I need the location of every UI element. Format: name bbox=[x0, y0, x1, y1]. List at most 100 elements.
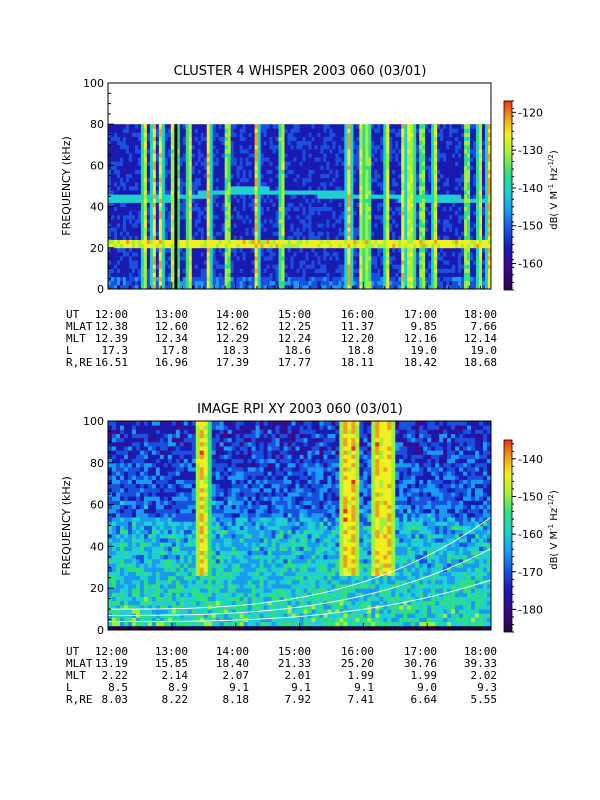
spectrogram-cell bbox=[269, 173, 273, 179]
spectrogram-cell bbox=[476, 260, 480, 265]
spectrogram-cell bbox=[278, 247, 282, 253]
spectrogram-cell bbox=[338, 284, 342, 290]
spectrogram-cell bbox=[317, 140, 321, 146]
spectrogram-cell bbox=[374, 165, 378, 170]
spectrogram-cell bbox=[191, 190, 196, 195]
spectrogram-cell bbox=[479, 280, 483, 286]
spectrogram-cell bbox=[380, 194, 384, 199]
spectrogram-cell bbox=[410, 153, 414, 158]
spectrogram-cell bbox=[299, 194, 303, 199]
spectrogram-cell bbox=[224, 153, 229, 158]
spectrogram-cell bbox=[272, 136, 276, 142]
spectrogram-cell bbox=[137, 202, 142, 207]
spectrogram-cell bbox=[239, 132, 244, 137]
spectrogram-cell bbox=[341, 280, 345, 286]
spectrogram-cell bbox=[260, 227, 264, 232]
spectrogram-cell bbox=[326, 235, 330, 240]
spectrogram-cell bbox=[194, 124, 199, 129]
spectrogram-cell bbox=[458, 202, 462, 207]
spectrogram-cell bbox=[242, 198, 247, 203]
spectrogram-cell bbox=[326, 268, 330, 273]
spectrogram-cell bbox=[108, 181, 112, 187]
spectrogram-cell bbox=[401, 194, 405, 199]
spectrogram-cell bbox=[164, 272, 169, 278]
spectrogram-cell bbox=[473, 206, 477, 212]
spectrogram-cell bbox=[116, 198, 121, 203]
spectrogram-cell bbox=[296, 144, 300, 150]
spectrogram-cell bbox=[293, 198, 297, 203]
spectrogram-cell bbox=[383, 177, 387, 183]
spectrogram-cell bbox=[467, 272, 471, 278]
spectrogram-cell bbox=[416, 231, 420, 236]
spectrogram-cell bbox=[458, 227, 462, 232]
spectrogram-cell bbox=[275, 223, 279, 228]
spectrogram-cell bbox=[155, 235, 160, 240]
spectrogram-cell bbox=[245, 153, 250, 158]
spectrogram-cell bbox=[365, 218, 369, 224]
spectrogram-cell bbox=[185, 190, 190, 195]
spectrogram-cell bbox=[371, 256, 375, 261]
spectrogram-cell bbox=[236, 276, 241, 282]
spectrogram-cell bbox=[227, 161, 232, 166]
spectrogram-cell bbox=[362, 128, 366, 133]
spectrogram-cell bbox=[377, 194, 381, 199]
spectrogram-cell bbox=[191, 227, 196, 232]
spectrogram-cell bbox=[284, 161, 288, 166]
spectrogram-cell bbox=[326, 206, 330, 212]
spectrogram-cell bbox=[137, 140, 142, 146]
spectrogram-cell bbox=[188, 140, 193, 146]
spectrogram-cell bbox=[473, 284, 477, 290]
spectrogram-cell bbox=[179, 276, 184, 282]
spectrogram-cell bbox=[149, 128, 154, 133]
spectrogram-cell bbox=[203, 214, 208, 220]
spectrogram-cell bbox=[410, 223, 414, 228]
spectrogram-cell bbox=[230, 227, 235, 232]
spectrogram-cell bbox=[278, 264, 282, 269]
spectrogram-cell bbox=[377, 140, 381, 146]
spectrogram-cell bbox=[362, 210, 366, 216]
spectrogram-cell bbox=[260, 210, 264, 216]
spectrogram-cell bbox=[353, 235, 357, 240]
spectrogram-cell bbox=[131, 264, 136, 269]
spectrogram-cell bbox=[443, 157, 447, 162]
spectrogram-cell bbox=[425, 210, 429, 216]
spectrogram-cell bbox=[401, 272, 405, 278]
spectrogram-cell bbox=[467, 264, 471, 269]
spectrogram-cell bbox=[437, 173, 441, 179]
spectrogram-cell bbox=[227, 165, 232, 170]
spectrogram-cell bbox=[392, 243, 396, 249]
spectrogram-cell bbox=[371, 260, 375, 265]
spectrogram-cell bbox=[362, 231, 366, 236]
spectrogram-cell bbox=[464, 128, 468, 133]
spectrogram-cell bbox=[401, 268, 405, 273]
spectrogram-cell bbox=[155, 218, 160, 224]
spectrogram-cell bbox=[158, 239, 163, 245]
spectrogram-cell bbox=[281, 202, 285, 207]
spectrogram-cell bbox=[338, 202, 342, 207]
spectrogram-cell bbox=[137, 194, 142, 199]
spectrogram-cell bbox=[380, 227, 384, 232]
spectrogram-cell bbox=[377, 243, 381, 249]
spectrogram-cell bbox=[386, 198, 390, 203]
spectrogram-cell bbox=[284, 272, 288, 278]
spectrogram-cell bbox=[416, 190, 420, 195]
spectrogram-cell bbox=[344, 144, 348, 150]
spectrogram-cell bbox=[293, 186, 297, 191]
spectrogram-cell bbox=[383, 235, 387, 240]
spectrogram-cell bbox=[185, 264, 190, 269]
spectrogram-cell bbox=[350, 260, 354, 265]
spectrogram-cell bbox=[392, 165, 396, 170]
spectrogram-cell bbox=[314, 210, 318, 216]
spectrogram-cell bbox=[374, 247, 378, 253]
spectrogram-cell bbox=[203, 132, 208, 137]
spectrogram-cell bbox=[296, 256, 300, 261]
spectrogram-cell bbox=[350, 223, 354, 228]
spectrogram-cell bbox=[218, 177, 223, 183]
spectrogram-cell bbox=[371, 173, 375, 179]
spectrogram-cell bbox=[377, 284, 381, 290]
spectrogram-cell bbox=[443, 206, 447, 212]
spectrogram-cell bbox=[428, 231, 432, 236]
spectrogram-cell bbox=[365, 198, 369, 203]
spectrogram-cell bbox=[122, 243, 127, 249]
spectrogram-cell bbox=[227, 198, 232, 203]
